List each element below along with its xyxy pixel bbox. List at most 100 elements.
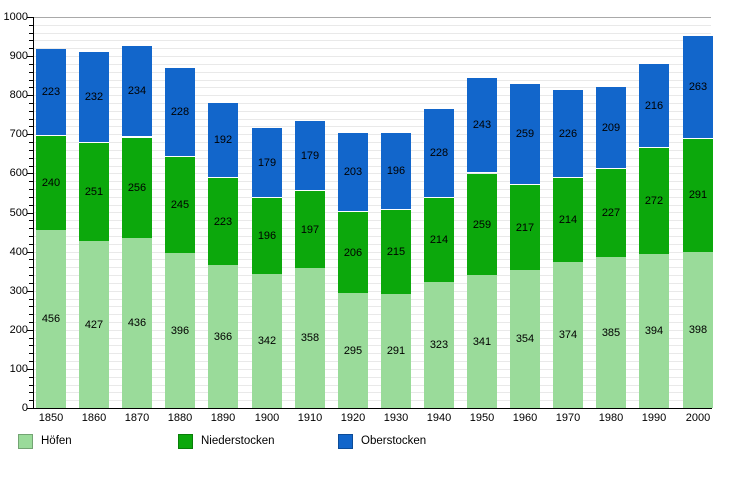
y-axis-minor-tick [29,158,33,159]
x-axis-tick-label: 1880 [167,412,193,424]
bar-segment-hoefen: 436 [122,238,152,408]
y-axis-minor-tick [29,126,33,127]
gridline [33,33,711,34]
gridline [33,189,711,190]
bar-segment-oberstocken: 196 [381,133,411,210]
x-axis-tick-label: 2000 [685,412,711,424]
y-axis-minor-tick [29,345,33,346]
y-axis-minor-tick [29,111,33,112]
y-axis-tick-label: 700 [9,128,28,140]
y-axis-minor-tick [29,64,33,65]
y-axis-tick-label: 900 [9,50,28,62]
y-axis-minor-tick [29,353,33,354]
bar-segment-oberstocken: 228 [165,68,195,157]
bar-value-label: 366 [213,330,233,343]
gridline [33,353,711,354]
bar-segment-niederstocken: 214 [553,178,583,262]
bar-value-label: 323 [429,339,449,351]
gridline [33,103,711,104]
bar-segment-oberstocken: 209 [596,87,626,169]
bar-value-label: 374 [558,329,578,341]
bar-value-label: 214 [558,214,578,226]
gridline [33,345,711,346]
y-axis-minor-tick [29,80,33,81]
gridline [33,306,711,307]
gridline [33,64,711,65]
y-axis-minor-tick [29,205,33,206]
bar-value-label: 226 [558,127,578,140]
gridline [33,72,711,73]
bar-segment-niederstocken: 197 [295,191,325,268]
bar-segment-oberstocken: 179 [252,128,282,198]
gridline [33,314,711,315]
legend-label-oberstocken: Oberstocken [361,434,427,447]
legend-item-oberstocken: Oberstocken [338,433,426,449]
bar-segment-oberstocken: 228 [424,109,454,198]
x-axis-tick-label: 1970 [555,412,581,424]
y-axis-minor-tick [29,181,33,182]
y-axis-major-tick [27,252,33,253]
bar-value-label: 228 [429,147,449,159]
bar-value-label: 295 [343,344,363,357]
bar-value-label: 251 [84,186,104,198]
bar-segment-hoefen: 291 [381,294,411,408]
bar-segment-niederstocken: 196 [252,197,282,274]
y-axis-minor-tick [29,87,33,88]
bar-segment-oberstocken: 226 [553,90,583,178]
gridline [33,259,711,260]
bar-segment-oberstocken: 216 [639,64,669,148]
gridline [33,236,711,237]
bar-segment-oberstocken: 234 [122,46,152,137]
gridline [33,330,711,331]
bar-value-label: 436 [127,317,147,329]
y-axis-minor-tick [29,166,33,167]
y-axis-minor-tick [29,119,33,120]
bar-value-label: 358 [300,332,320,344]
gridline [33,205,711,206]
bar-segment-oberstocken: 223 [36,49,66,136]
gridline [33,228,711,229]
legend-swatch-hoefen [18,433,33,449]
y-axis-tick-label: 600 [9,167,28,179]
y-axis-minor-tick [29,338,33,339]
y-axis-major-tick [27,95,33,96]
y-axis-minor-tick [29,33,33,34]
y-axis-tick-label: 800 [9,89,28,101]
bar-value-label: 214 [429,234,449,246]
y-axis-minor-tick [29,236,33,237]
bar-value-label: 209 [601,121,621,134]
bar-segment-niederstocken: 259 [467,174,497,275]
y-axis-tick-label: 400 [9,246,28,258]
gridline [33,95,711,96]
y-axis-minor-tick [29,228,33,229]
y-axis-tick-label: 100 [9,363,28,375]
gridline [33,291,711,292]
gridline [33,299,711,300]
bar-segment-oberstocken: 203 [338,133,368,212]
y-axis-tick-label: 500 [9,207,28,219]
bar-segment-niederstocken: 291 [683,138,713,252]
bar-value-label: 243 [472,119,492,131]
gridline [33,40,711,41]
x-axis-tick-label: 1980 [598,412,624,424]
bar-value-label: 396 [170,324,190,337]
bar-value-label: 291 [386,345,406,357]
legend-item-niederstocken: Niederstocken [178,433,275,449]
x-axis-tick-label: 1930 [383,412,409,424]
x-axis-tick-label: 1960 [512,412,538,424]
y-axis-minor-tick [29,25,33,26]
x-axis-tick-label: 1890 [210,412,236,424]
bar-value-label: 215 [386,246,406,258]
bar-segment-niederstocken: 256 [122,138,152,238]
y-axis-minor-tick [29,377,33,378]
gridline [33,244,711,245]
y-axis-minor-tick [29,322,33,323]
bar-value-label: 398 [688,324,708,336]
y-axis-minor-tick [29,361,33,362]
bar-value-label: 232 [84,91,104,103]
y-axis-major-tick [27,17,33,18]
y-axis-minor-tick [29,267,33,268]
bar-segment-oberstocken: 263 [683,36,713,139]
y-axis-minor-tick [29,142,33,143]
y-axis-major-tick [27,330,33,331]
